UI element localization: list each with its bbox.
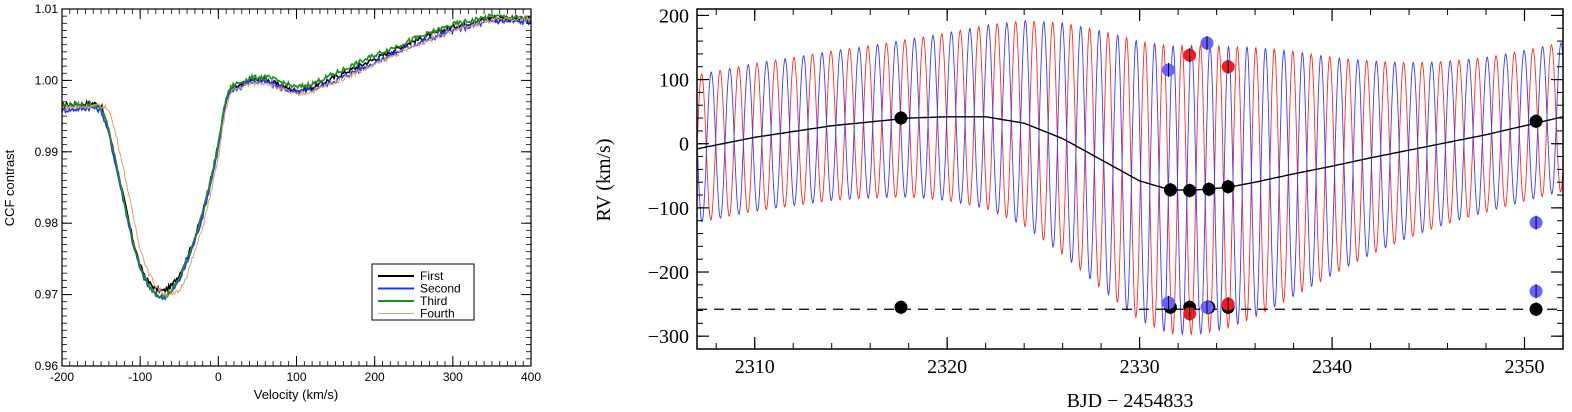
rv-x-tick-label: 2340 [1312, 356, 1352, 378]
rv-y-tick-label: −300 [648, 326, 689, 348]
rv-data-points [894, 36, 1543, 321]
ccf-series-line-3 [61, 16, 532, 298]
ccf-y-tick-label: 1.01 [35, 2, 59, 16]
rv-y-tick-label: −100 [648, 198, 689, 220]
rv-plot-frame [696, 8, 1564, 350]
ccf-legend-label: First [420, 269, 444, 283]
rv-third-body-curve [697, 116, 1563, 191]
rv-chart: 2310 2320 2330 2340 2350−300−200−1000100200 … [593, 5, 1564, 412]
ccf-x-axis-label: Velocity (km/s) [254, 387, 339, 402]
rv-x-tick-label: 2330 [1120, 356, 1160, 378]
ccf-x-tick-label: 400 [521, 370, 541, 384]
rv-x-axis-label: BJD − 2454833 [1067, 390, 1194, 412]
rv-y-tick-label: 0 [679, 134, 689, 156]
rv-x-tick-label: 2350 [1505, 356, 1545, 378]
rv-model-curve-1 [697, 19, 1563, 336]
ccf-y-tick-label: 0.97 [35, 288, 59, 302]
rv-y-tick-label: 200 [659, 5, 689, 27]
ccf-series-line-1 [61, 18, 532, 301]
rv-model-curves [697, 19, 1563, 336]
ccf-y-tick-label: 0.98 [35, 216, 59, 230]
ccf-series-line-2 [61, 13, 531, 300]
ccf-x-tick-label: 300 [443, 370, 463, 384]
ccf-x-tick-label: 200 [365, 370, 385, 384]
ccf-y-tick-label: 0.96 [35, 359, 59, 373]
rv-y-tick-label: −200 [648, 262, 689, 284]
ccf-x-tick-label: 0 [215, 370, 222, 384]
ccf-legend-label: Fourth [420, 307, 455, 321]
rv-x-tick-label: 2310 [735, 356, 775, 378]
rv-x-tick-label: 2320 [927, 356, 967, 378]
ccf-plot-frame [61, 8, 532, 367]
ccf-x-tick-label: -200 [50, 370, 74, 384]
ccf-axis-ticks: -200 -100 0 100 200 300 400 0.96 0.97 0.98 0.99 1.0… [35, 2, 542, 384]
ccf-series-line-0 [61, 14, 532, 295]
rv-y-axis-label: RV (km/s) [593, 138, 615, 221]
ccf-chart: -200 -100 0 100 200 300 400 0.96 0.97 0.98 0.99 1.0… [2, 2, 541, 402]
ccf-y-tick-label: 0.99 [35, 145, 59, 159]
ccf-x-tick-label: 100 [286, 370, 306, 384]
ccf-y-axis-label: CCF contrast [2, 149, 17, 226]
ccf-y-tick-label: 1.00 [35, 73, 59, 87]
ccf-legend-box [371, 263, 475, 321]
ccf-series-group [61, 13, 532, 301]
rv-axis-ticks: 2310 2320 2330 2340 2350 −300 −200 −100 0 100 200 [648, 5, 1564, 378]
rv-y-tick-label: 100 [659, 70, 689, 92]
ccf-x-tick-label: -100 [128, 370, 152, 384]
rv-model-curve-0 [697, 20, 1563, 336]
ccf-legend-label: Second [420, 282, 461, 296]
ccf-legend-label: Third [420, 294, 447, 308]
